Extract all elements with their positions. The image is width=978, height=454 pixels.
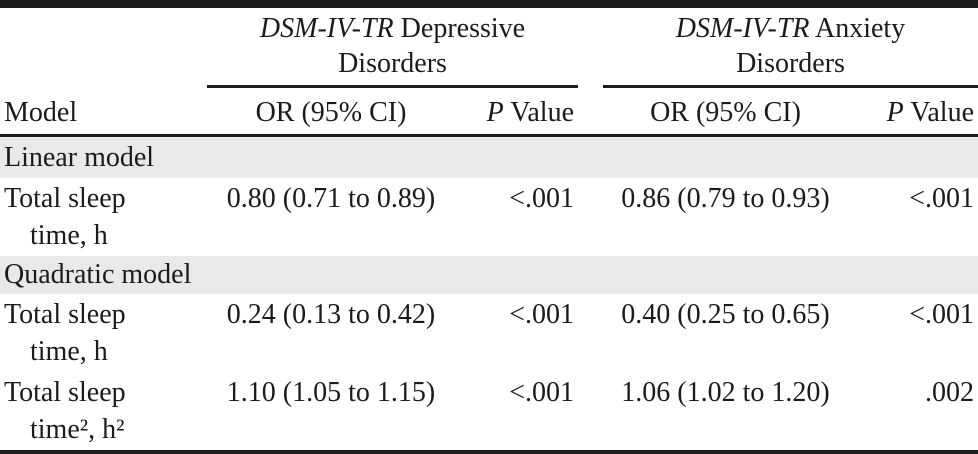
- depressive-or-value: 0.24 (0.13 to 0.42): [226, 299, 436, 330]
- anxiety-p-value: .002: [925, 377, 974, 408]
- anxiety-or-value: 0.86 (0.79 to 0.93): [621, 183, 830, 214]
- group-header-depressive-rest: Depressive: [393, 13, 526, 44]
- row-label-line2: time, h: [30, 220, 108, 251]
- section-header-linear-model: Linear model: [0, 137, 978, 178]
- group-header-anxiety: DSM-IV-TR Anxiety Disorders: [603, 8, 978, 88]
- column-header-p-value-anxiety: P Value: [848, 97, 978, 129]
- table-row-quadratic-total-sleep-time-squared: Total sleep time², h² 1.10 (1.05 to 1.15…: [0, 372, 978, 450]
- anxiety-or-value: 0.40 (0.25 to 0.65): [621, 299, 830, 330]
- depressive-or-value: 1.10 (1.05 to 1.15): [226, 377, 436, 408]
- group-header-anxiety-italic: DSM-IV-TR: [675, 13, 810, 44]
- depressive-p-value: <.001: [509, 299, 574, 330]
- p-rest: Value: [503, 97, 574, 128]
- anxiety-p-value: <.001: [909, 183, 974, 214]
- row-label-line2: time, h: [30, 336, 108, 367]
- table-row-quadratic-total-sleep-time: Total sleep time, h 0.24 (0.13 to 0.42) …: [0, 294, 978, 372]
- row-label-line2: time², h²: [30, 414, 125, 445]
- group-header-anxiety-rest: Anxiety: [809, 13, 906, 44]
- group-header-row: DSM-IV-TR Depressive Disorders DSM-IV-TR…: [0, 8, 978, 88]
- p-italic: P: [886, 97, 904, 128]
- group-gap: [578, 8, 603, 88]
- p-rest: Value: [903, 97, 974, 128]
- group-header-depressive-italic: DSM-IV-TR: [259, 13, 394, 44]
- column-header-p-value-depressive: P Value: [455, 97, 578, 129]
- column-header-row: Model OR (95% CI) P Value OR (95% CI) P …: [0, 88, 978, 137]
- table-row-linear-total-sleep-time: Total sleep time, h 0.80 (0.71 to 0.89) …: [0, 178, 978, 256]
- depressive-p-value: <.001: [509, 183, 574, 214]
- group-header-depressive-line1: DSM-IV-TR Depressive: [207, 11, 578, 46]
- group-header-depressive: DSM-IV-TR Depressive Disorders: [207, 8, 578, 88]
- depressive-p-value: <.001: [509, 377, 574, 408]
- column-header-or-ci-depressive: OR (95% CI): [255, 97, 407, 128]
- column-header-model: Model: [4, 97, 78, 128]
- anxiety-or-value: 1.06 (1.02 to 1.20): [621, 377, 830, 408]
- depressive-or-value: 0.80 (0.71 to 0.89): [226, 183, 436, 214]
- group-header-anxiety-line2: Disorders: [736, 48, 845, 79]
- group-header-spacer: [0, 8, 207, 88]
- row-label-line1: Total sleep: [4, 183, 126, 214]
- row-label: Total sleep time², h²: [0, 374, 207, 448]
- row-label-line1: Total sleep: [4, 299, 126, 330]
- p-italic: P: [486, 97, 504, 128]
- group-header-depressive-line2: Disorders: [338, 48, 447, 79]
- section-header-quadratic-model: Quadratic model: [0, 256, 978, 294]
- row-label-line1: Total sleep: [4, 377, 126, 408]
- row-label: Total sleep time, h: [0, 296, 207, 370]
- group-header-anxiety-line1: DSM-IV-TR Anxiety: [603, 11, 978, 46]
- row-label: Total sleep time, h: [0, 180, 207, 254]
- anxiety-p-value: <.001: [909, 299, 974, 330]
- column-header-or-ci-anxiety: OR (95% CI): [650, 97, 801, 128]
